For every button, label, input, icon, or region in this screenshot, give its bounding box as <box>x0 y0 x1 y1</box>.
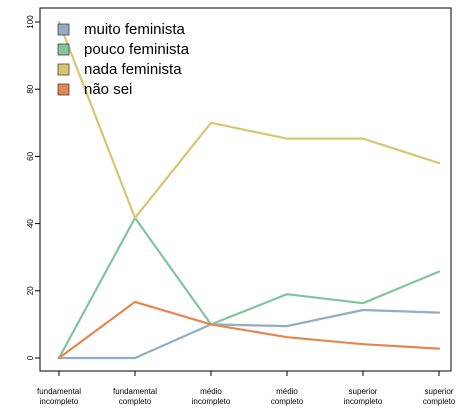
legend-swatch <box>57 43 70 56</box>
x-tick-label-line: médio <box>276 387 298 396</box>
legend-swatch <box>57 83 70 96</box>
y-tick-label: 80 <box>26 84 35 93</box>
y-tick-label: 100 <box>26 15 35 29</box>
x-tick-label-line: incompleto <box>344 397 383 406</box>
y-tick-label: 40 <box>26 219 35 228</box>
y-tick-label: 20 <box>26 286 35 295</box>
x-tick-label-line: fundamental <box>113 387 157 396</box>
series-line-2 <box>57 216 441 360</box>
legend-swatch <box>57 23 70 36</box>
x-tick-label-line: completo <box>271 397 304 406</box>
legend-swatch <box>57 63 70 76</box>
series-lines <box>57 20 441 360</box>
x-tick-label: médio incompleto <box>192 387 231 406</box>
series-line-1 <box>57 308 441 360</box>
x-tick-label-line: completo <box>119 397 152 406</box>
legend-label: muito feminista <box>84 21 186 38</box>
x-tick-label: médio completo <box>271 387 304 406</box>
x-tick-label: superior incompleto <box>344 387 383 406</box>
series-line-3 <box>57 20 441 219</box>
x-tick-label-line: superior <box>349 387 378 396</box>
x-tick-label: fundamental completo <box>113 387 157 406</box>
y-tick-label: 60 <box>26 151 35 160</box>
legend: muito feminista pouco feminista nada femin… <box>57 21 190 98</box>
x-tick-label-line: superior <box>425 387 454 396</box>
x-tick-label: superior completo <box>423 387 456 406</box>
legend-label: não sei <box>84 81 132 98</box>
plot-frame <box>39 7 452 372</box>
x-tick-label-line: médio <box>200 387 222 396</box>
x-tick-label-line: incompleto <box>40 397 79 406</box>
x-tick-label-line: incompleto <box>192 397 231 406</box>
series-line-4 <box>57 300 441 360</box>
x-tick-label: fundamental incompleto <box>37 387 81 406</box>
x-tick-label-line: fundamental <box>37 387 81 396</box>
x-tick-label-line: completo <box>423 397 456 406</box>
y-tick-label: 0 <box>26 355 35 360</box>
legend-label: nada feminista <box>84 61 182 78</box>
legend-label: pouco feminista <box>84 41 190 58</box>
